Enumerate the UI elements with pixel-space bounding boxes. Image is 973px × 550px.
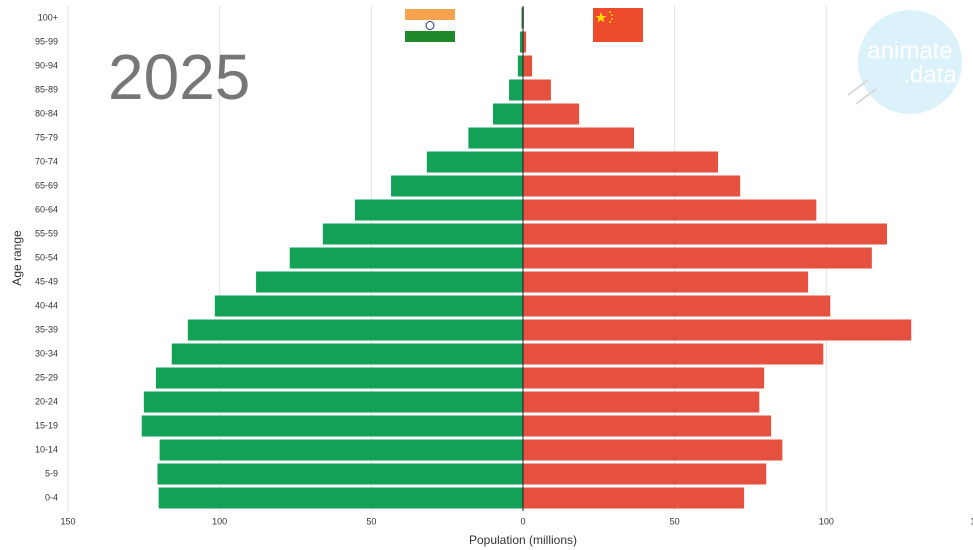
bar <box>143 391 524 413</box>
bar <box>391 175 523 197</box>
y-axis-label: Age range <box>10 230 24 286</box>
bar <box>523 343 824 365</box>
bar <box>521 7 523 29</box>
bar <box>523 271 809 293</box>
bar <box>354 199 523 221</box>
bar <box>214 295 523 317</box>
y-tick-label: 0-4 <box>45 492 58 502</box>
y-tick-label: 45-49 <box>35 276 58 286</box>
bar <box>289 247 523 269</box>
china-flag <box>593 8 643 42</box>
y-tick-label: 65-69 <box>35 180 58 190</box>
y-tick-label: 95-99 <box>35 36 58 46</box>
bar <box>468 127 523 149</box>
bar <box>187 319 524 341</box>
y-tick-label: 90-94 <box>35 60 58 70</box>
bar <box>523 439 783 461</box>
y-tick-label: 35-39 <box>35 324 58 334</box>
bar <box>155 367 523 389</box>
bar <box>426 151 523 173</box>
bar <box>523 199 817 221</box>
bar <box>141 415 523 437</box>
bar <box>523 103 580 125</box>
bar <box>523 31 527 53</box>
watermark-text: .data <box>903 61 957 88</box>
y-tick-label: 55-59 <box>35 228 58 238</box>
bar <box>517 55 523 77</box>
year-label: 2025 <box>108 41 250 113</box>
bar <box>523 79 551 101</box>
watermark-text: animate <box>867 37 952 64</box>
bar <box>509 79 523 101</box>
bar <box>171 343 524 365</box>
x-tick-label: 50 <box>670 516 680 526</box>
y-tick-label: 70-74 <box>35 156 58 166</box>
bar <box>523 463 767 485</box>
bar <box>523 127 635 149</box>
bar <box>322 223 523 245</box>
y-tick-label: 15-19 <box>35 420 58 430</box>
bar <box>523 319 912 341</box>
y-tick-label: 5-9 <box>45 468 58 478</box>
bar <box>519 31 523 53</box>
bar <box>523 223 887 245</box>
india-flag <box>405 9 455 42</box>
y-tick-label: 50-54 <box>35 252 58 262</box>
bar <box>256 271 523 293</box>
bar <box>157 463 523 485</box>
y-tick-label: 100+ <box>38 12 58 22</box>
y-tick-label: 25-29 <box>35 372 58 382</box>
bar <box>492 103 523 125</box>
bars <box>141 6 912 511</box>
bar <box>523 151 719 173</box>
y-tick-label: 20-24 <box>35 396 58 406</box>
bar <box>523 55 533 77</box>
x-tick-label: 100 <box>819 516 834 526</box>
bar <box>523 391 760 413</box>
bar <box>523 247 872 269</box>
x-tick-label: 50 <box>366 516 376 526</box>
bar <box>523 367 765 389</box>
bar <box>159 439 523 461</box>
y-tick-label: 60-64 <box>35 204 58 214</box>
bar <box>523 295 831 317</box>
x-tick-label: 150 <box>970 516 973 526</box>
y-tick-label: 80-84 <box>35 108 58 118</box>
x-tick-label: 0 <box>520 516 525 526</box>
x-axis-label: Population (millions) <box>469 533 577 547</box>
y-tick-label: 10-14 <box>35 444 58 454</box>
y-tick-label: 40-44 <box>35 300 58 310</box>
x-tick-label: 100 <box>212 516 227 526</box>
bar <box>523 487 745 509</box>
bar <box>523 415 772 437</box>
watermark: animate .data <box>847 10 962 114</box>
y-tick-label: 30-34 <box>35 348 58 358</box>
y-tick-label: 85-89 <box>35 84 58 94</box>
x-tick-label: 150 <box>60 516 75 526</box>
y-tick-label: 75-79 <box>35 132 58 142</box>
bar <box>158 487 524 509</box>
bar <box>523 175 741 197</box>
